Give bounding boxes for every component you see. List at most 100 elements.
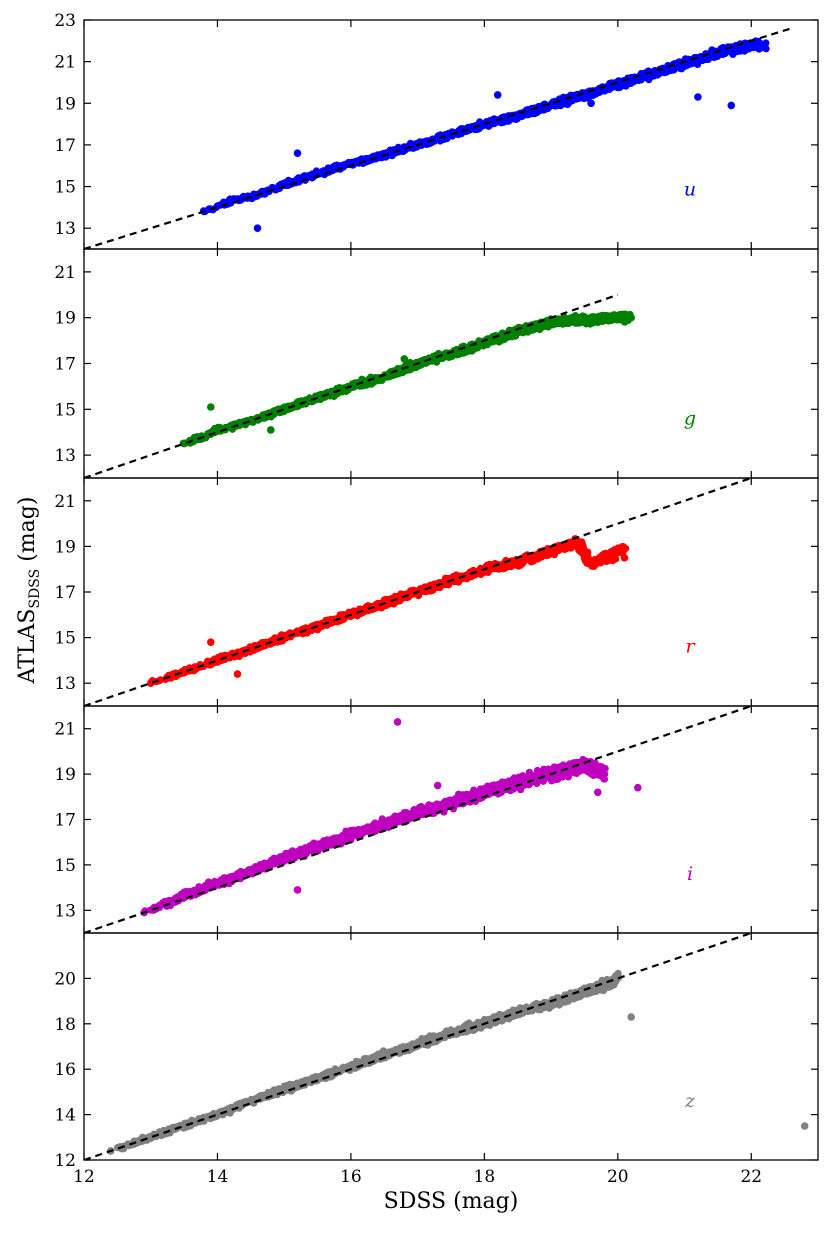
data-point — [760, 41, 769, 49]
cloud-point — [535, 104, 543, 113]
plot-area-i — [84, 706, 752, 933]
y-tick-label: 19 — [54, 537, 76, 557]
data-point — [293, 149, 302, 157]
plot-area-g — [84, 293, 635, 478]
cloud-point — [398, 145, 406, 153]
data-point — [513, 558, 522, 567]
cloud-point — [607, 548, 615, 556]
plot-area-r — [84, 478, 752, 706]
data-point — [547, 101, 555, 110]
y-tick-label: 21 — [54, 492, 76, 512]
y-tick-label: 15 — [54, 400, 76, 420]
data-point — [253, 224, 262, 232]
y-tick-label: 19 — [54, 94, 76, 114]
data-point — [547, 547, 555, 555]
cloud-point — [466, 569, 474, 577]
cloud-point — [441, 352, 449, 361]
y-tick-label: 17 — [54, 583, 76, 603]
data-point — [614, 80, 622, 89]
data-point — [493, 91, 502, 99]
cloud-point — [270, 637, 278, 645]
data-point — [233, 670, 242, 678]
cloud-point — [698, 55, 706, 63]
data-point — [727, 101, 736, 110]
cloud-point — [391, 368, 400, 376]
cloud-point — [500, 115, 508, 123]
cloud-point — [340, 385, 348, 393]
cloud-point — [596, 312, 604, 320]
cloud-point — [293, 403, 301, 411]
cloud-point — [581, 551, 590, 560]
cloud-point — [406, 139, 415, 147]
cloud-point — [559, 98, 567, 107]
data-point — [280, 405, 289, 414]
cloud-point — [430, 136, 439, 144]
cloud-point — [191, 434, 199, 442]
cloud-point — [420, 585, 428, 594]
cloud-point — [534, 321, 542, 330]
data-point — [747, 41, 756, 49]
data-point — [587, 99, 595, 108]
cloud-point — [425, 140, 433, 148]
data-point — [694, 93, 702, 101]
data-point — [480, 120, 489, 128]
panel-u: 13 15 17 19 21 23 u — [54, 11, 819, 250]
cloud-point — [329, 165, 337, 173]
y-tick-label: 15 — [54, 178, 76, 198]
reference-line — [84, 27, 792, 249]
cloud-point — [238, 647, 246, 655]
y-tick-label: 13 — [54, 219, 76, 239]
data-point — [146, 679, 155, 687]
cloud-point — [498, 561, 506, 569]
data-point — [213, 656, 222, 665]
cloud-point — [241, 418, 249, 426]
cloud-point — [618, 313, 626, 321]
cloud-point — [541, 319, 549, 328]
cloud-point — [459, 348, 468, 356]
cloud-point — [534, 550, 543, 558]
y-tick-label: 15 — [54, 629, 76, 649]
data-point — [547, 318, 555, 327]
y-tick-label: 17 — [54, 136, 76, 156]
reference-line — [84, 478, 752, 706]
plot-area-u — [84, 27, 792, 249]
data-point — [567, 316, 575, 324]
data-point — [280, 633, 289, 642]
cloud-point — [594, 318, 603, 326]
data-point — [267, 426, 275, 434]
data-point — [620, 544, 629, 553]
data-point — [574, 538, 582, 546]
data-point — [620, 554, 629, 562]
data-point — [320, 168, 329, 176]
data-point — [207, 638, 215, 646]
data-point — [587, 316, 595, 324]
cloud-point — [303, 397, 311, 405]
data-point — [580, 91, 589, 99]
y-tick-label: 21 — [54, 263, 76, 283]
band-label-u: u — [684, 178, 696, 200]
data-point — [247, 417, 255, 425]
y-tick-label: 19 — [54, 309, 76, 329]
cloud-point — [560, 315, 568, 323]
cloud-point — [575, 315, 583, 323]
cloud-point — [529, 555, 537, 563]
y-tick-label: 21 — [54, 53, 76, 73]
y-tick-label: 23 — [54, 11, 76, 31]
y-tick-label: 13 — [54, 674, 76, 694]
cloud-point — [722, 47, 730, 55]
cloud-point — [471, 122, 479, 130]
y-tick-label: 13 — [54, 446, 76, 466]
cloud-point — [737, 45, 745, 53]
cloud-point — [257, 413, 265, 421]
data-point — [247, 645, 255, 653]
band-label-g: g — [684, 407, 696, 429]
cloud-point — [452, 347, 460, 355]
cloud-point — [606, 85, 614, 93]
data-point — [180, 668, 188, 676]
data-point — [627, 313, 635, 322]
cloud-point — [578, 544, 587, 552]
